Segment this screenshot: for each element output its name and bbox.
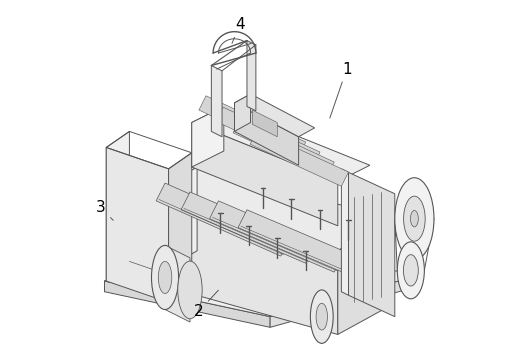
Ellipse shape [151,246,178,309]
Polygon shape [209,201,343,272]
Polygon shape [238,210,368,279]
Polygon shape [105,240,252,292]
Polygon shape [235,94,250,131]
Polygon shape [349,172,395,317]
Polygon shape [192,122,338,226]
Text: 3: 3 [96,200,113,220]
Polygon shape [169,153,192,302]
Polygon shape [216,107,320,166]
Ellipse shape [158,261,172,294]
Text: 1: 1 [330,62,351,118]
Polygon shape [247,41,256,111]
Polygon shape [233,118,334,176]
Polygon shape [181,192,315,263]
Polygon shape [146,197,338,335]
Ellipse shape [310,290,333,343]
Ellipse shape [178,261,202,319]
Text: 4: 4 [232,17,245,43]
Polygon shape [338,219,393,335]
Ellipse shape [316,303,328,330]
Ellipse shape [403,255,418,286]
Polygon shape [105,281,270,327]
Polygon shape [235,94,315,137]
Polygon shape [165,246,190,322]
Polygon shape [106,148,169,302]
Text: 2: 2 [194,290,218,319]
Polygon shape [270,276,418,327]
Polygon shape [341,169,349,295]
Polygon shape [156,183,290,256]
Polygon shape [252,110,277,137]
Polygon shape [235,103,299,165]
Polygon shape [211,65,222,137]
Ellipse shape [410,210,418,227]
Polygon shape [250,130,349,186]
Polygon shape [146,167,197,281]
Polygon shape [192,107,224,167]
Polygon shape [106,131,129,281]
Polygon shape [199,96,306,157]
Ellipse shape [395,178,434,260]
Ellipse shape [397,242,424,299]
Polygon shape [146,167,393,251]
Polygon shape [192,107,370,181]
Polygon shape [105,240,418,317]
Ellipse shape [403,196,425,241]
